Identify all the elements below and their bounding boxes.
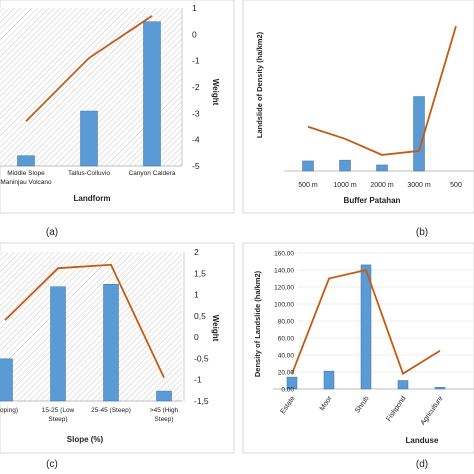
d-left-tick-label: 120,00 <box>274 285 294 292</box>
d-bar <box>360 264 372 390</box>
c-category-label: 25-45 (Steep) <box>91 407 131 414</box>
c-category-label: 15-25 (Low <box>42 407 75 414</box>
c-bar <box>156 390 172 402</box>
c-right-tick-label: 1,5 <box>194 268 206 278</box>
panel-b-frame <box>242 0 474 214</box>
b-category-label: 500 m <box>298 182 318 189</box>
panel-a-ylabel-right: Weight <box>211 79 220 106</box>
panel-d-caption: (d) <box>416 459 428 470</box>
a-right-tick-label: -3 <box>192 108 200 118</box>
d-left-tick-label: 0,00 <box>281 387 294 394</box>
panel-c: 2 1,5 1 0,5 0 -0,5 -1 -1,5 (Sloping) 15-25 (Low St… <box>0 242 235 454</box>
a-category-label: Maninjau Volcano <box>0 179 52 186</box>
panel-d: 160,00 140,00 120,00 100,00 80,00 60,00 40,00 2… <box>242 242 474 454</box>
d-left-tick-label: 80,00 <box>278 319 295 326</box>
d-bar <box>434 387 446 390</box>
b-line-series <box>307 25 457 156</box>
a-bar <box>80 110 98 167</box>
a-category-label: Middle Slope <box>7 170 45 177</box>
b-bar <box>302 160 314 172</box>
a-right-tick-label: -4 <box>192 135 200 145</box>
c-right-tick-label: 0 <box>194 332 199 342</box>
d-left-tick-label: 100,00 <box>274 302 294 309</box>
c-bar <box>0 358 13 402</box>
b-category-label: 500 <box>450 182 462 189</box>
d-line-series <box>291 268 441 376</box>
c-right-tick-label: -1,5 <box>194 396 209 406</box>
c-category-label: (Sloping) <box>0 407 18 414</box>
a-bar <box>143 21 161 167</box>
panel-b-ylabel-left: Landslide of Density (ha/km2) <box>255 31 264 138</box>
c-right-tick-label: -1 <box>194 375 202 385</box>
c-right-tick-label: 2 <box>194 247 199 257</box>
c-line-series <box>4 263 165 378</box>
c-right-tick-label: 0,5 <box>194 311 206 321</box>
a-bar <box>17 155 35 167</box>
panel-c-ylabel-right: Weight <box>211 315 220 342</box>
a-category-label: Canyon Caldera <box>129 170 176 177</box>
d-left-tick-label: 60,00 <box>278 336 295 343</box>
c-bar <box>103 284 119 402</box>
a-right-tick-label: -1 <box>192 56 200 66</box>
a-right-tick-label: 0 <box>192 29 197 39</box>
panel-a-caption: (a) <box>46 227 58 238</box>
panel-b-xlabel: Buffer Patahan <box>344 196 401 205</box>
d-bar <box>286 376 298 390</box>
panel-d-xlabel: Landuse <box>406 436 439 445</box>
panel-d-frame <box>242 242 474 454</box>
c-category-label: >45 (High <box>150 407 179 414</box>
panel-c-plot-area <box>0 252 182 401</box>
b-bar <box>376 164 388 172</box>
c-right-tick-label: 1 <box>194 290 199 300</box>
d-bar <box>397 380 409 390</box>
panel-a: 1 0 -1 -2 -3 -4 -5 Middle Slope Maninjau Volcano… <box>0 0 235 214</box>
d-bar <box>323 370 335 390</box>
b-bar <box>413 96 425 172</box>
panel-c-caption: (c) <box>46 459 58 470</box>
d-left-tick-label: 40,00 <box>278 353 295 360</box>
panel-d-ylabel-left: Density of Landslide (ha/km2) <box>253 270 262 377</box>
panel-c-xlabel: Slope (%) <box>67 435 104 444</box>
panel-a-xlabel: Landform <box>74 194 111 203</box>
d-left-tick-label: 20,00 <box>278 370 295 377</box>
c-category-label: Steep) <box>154 416 173 423</box>
b-category-label: 3000 m <box>407 182 431 189</box>
c-bar <box>50 286 66 402</box>
a-category-label: Tallus-Colluvio <box>68 170 110 177</box>
b-category-label: 2000 m <box>370 182 394 189</box>
d-left-tick-label: 140,00 <box>274 268 294 275</box>
c-right-tick-label: -0,5 <box>194 353 209 363</box>
panel-b: 500 m 1000 m 2000 m 3000 m 500 Buffer Pataha… <box>242 0 474 214</box>
a-right-tick-label: 1 <box>192 3 197 13</box>
a-line-series <box>25 15 153 122</box>
c-category-label: Steep) <box>48 416 67 423</box>
d-left-tick-label: 160,00 <box>274 251 294 258</box>
b-bar <box>339 159 351 172</box>
panel-b-caption: (b) <box>416 227 428 238</box>
a-right-tick-label: -5 <box>192 161 200 171</box>
a-right-tick-label: -2 <box>192 82 200 92</box>
b-category-label: 1000 m <box>333 182 357 189</box>
